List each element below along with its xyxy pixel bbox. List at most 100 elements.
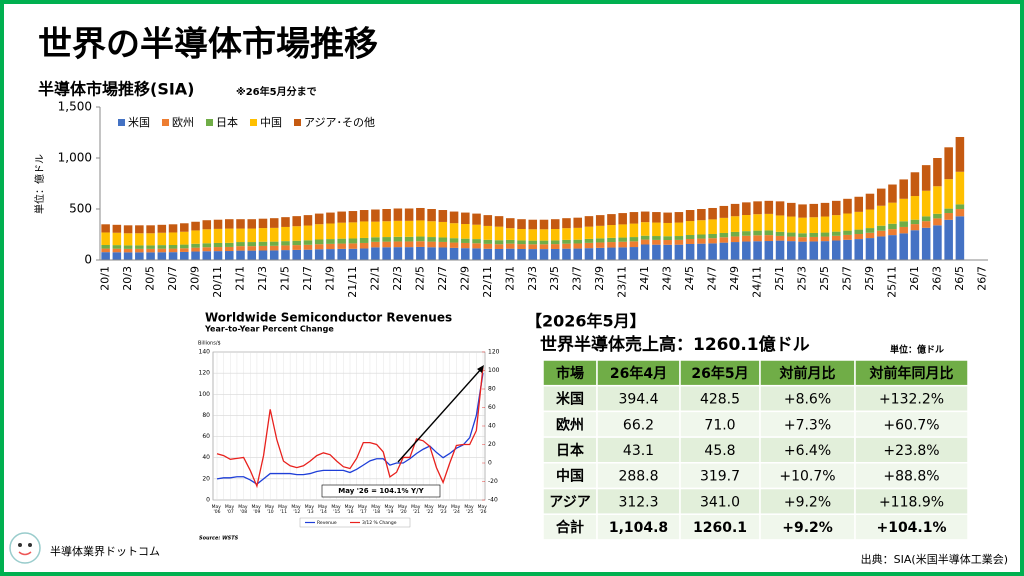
bar-segment bbox=[224, 251, 234, 260]
bar-segment bbox=[416, 241, 425, 247]
bar-segment bbox=[213, 219, 223, 229]
bar-segment bbox=[303, 240, 313, 245]
bar-segment bbox=[640, 211, 650, 223]
bar-segment bbox=[269, 227, 279, 242]
bar-segment bbox=[517, 248, 526, 260]
bar-segment bbox=[427, 237, 436, 242]
bar-segment bbox=[427, 247, 436, 260]
x-tick-label: May '11 bbox=[278, 504, 289, 515]
bar-segment bbox=[854, 211, 864, 230]
bar-segment bbox=[494, 244, 504, 249]
bar-segment bbox=[371, 241, 380, 248]
y-tick-label: 120 bbox=[199, 370, 211, 377]
bar-segment bbox=[640, 235, 650, 240]
bar-segment bbox=[494, 226, 504, 241]
bar-segment bbox=[337, 211, 346, 223]
bar-segment bbox=[528, 244, 538, 250]
bar-segment bbox=[506, 248, 515, 260]
bar-segment bbox=[944, 219, 953, 260]
bar-segment bbox=[831, 200, 841, 216]
bar-segment bbox=[697, 209, 706, 221]
x-tick-label: May '07 bbox=[225, 504, 236, 515]
bar-segment bbox=[708, 233, 717, 239]
x-tick-label: May '24 bbox=[451, 504, 462, 515]
bar-segment bbox=[876, 188, 886, 206]
table-text: 合計 bbox=[556, 519, 584, 536]
table-text: +7.3% bbox=[784, 417, 831, 433]
table-text: 312.3 bbox=[618, 494, 658, 510]
bar-segment bbox=[921, 221, 931, 228]
bar-segment bbox=[584, 226, 594, 239]
bar-segment bbox=[449, 247, 459, 260]
bar-segment bbox=[876, 230, 886, 237]
bar-segment bbox=[775, 201, 785, 216]
bar-segment bbox=[809, 217, 819, 233]
bar-segment bbox=[438, 210, 448, 222]
table-cell bbox=[679, 487, 761, 515]
y2-tick-label: 20 bbox=[488, 441, 496, 448]
inset-y-label: Billions/$ bbox=[198, 341, 221, 347]
bar-segment bbox=[483, 239, 493, 244]
y-tick-label: 20 bbox=[202, 475, 210, 482]
bar-segment bbox=[708, 207, 717, 220]
bar-segment bbox=[876, 205, 886, 226]
table-header: 市場 bbox=[556, 365, 584, 382]
bar-segment bbox=[213, 228, 223, 243]
table-text: 1260.1 bbox=[693, 520, 747, 536]
bar-segment bbox=[876, 236, 886, 260]
bar-segment bbox=[685, 238, 695, 244]
x-tick-label: 26/3 bbox=[930, 266, 943, 291]
table-text: 394.4 bbox=[618, 392, 658, 408]
bar-segment bbox=[652, 236, 661, 240]
bar-segment bbox=[820, 236, 830, 242]
bar-segment bbox=[359, 248, 369, 260]
table-text: 341.0 bbox=[700, 494, 740, 510]
arrow-head bbox=[477, 365, 484, 373]
bar-segment bbox=[921, 190, 931, 217]
bar-segment bbox=[865, 193, 875, 210]
y-tick-label: 60 bbox=[202, 433, 210, 440]
bar-segment bbox=[550, 244, 560, 249]
x-tick-label: May '21 bbox=[411, 504, 422, 515]
x-tick-label: 23/9 bbox=[593, 266, 606, 291]
x-tick-label: May '06 bbox=[212, 504, 223, 515]
table-text: 1,104.8 bbox=[609, 520, 668, 536]
x-tick-label: May '08 bbox=[238, 504, 249, 515]
bar-segment bbox=[921, 227, 931, 260]
inset-source: Source: WSTS bbox=[199, 536, 239, 542]
bar-segment bbox=[618, 241, 627, 248]
bar-segment bbox=[213, 247, 223, 252]
series-line bbox=[216, 366, 484, 489]
x-tick-label: May '23 bbox=[438, 504, 449, 515]
bar-segment bbox=[753, 241, 762, 260]
bar-segment bbox=[348, 248, 358, 260]
bar-segment bbox=[640, 244, 650, 260]
x-tick-label: 24/1 bbox=[638, 266, 651, 291]
bar-segment bbox=[708, 238, 717, 244]
y-tick-label: 80 bbox=[202, 412, 210, 419]
bar-segment bbox=[955, 171, 965, 205]
bar-segment bbox=[629, 212, 639, 224]
bar-segment bbox=[528, 249, 538, 260]
bar-segment bbox=[247, 242, 257, 247]
table-header: 26年5月 bbox=[691, 365, 748, 382]
bar-segment bbox=[697, 220, 706, 235]
bar-segment bbox=[303, 215, 313, 226]
bar-segment bbox=[730, 236, 740, 243]
bar-segment bbox=[157, 252, 167, 260]
bar-segment bbox=[809, 241, 819, 260]
bar-segment bbox=[663, 222, 672, 237]
legend-label: 中国 bbox=[260, 116, 282, 129]
bar-segment bbox=[629, 223, 639, 238]
x-tick-label: 20/9 bbox=[189, 266, 202, 291]
bar-segment bbox=[258, 241, 268, 246]
bar-segment bbox=[562, 228, 571, 240]
bar-segment bbox=[798, 241, 807, 260]
bar-segment bbox=[146, 248, 155, 253]
bar-segment bbox=[416, 236, 425, 242]
table-text: +132.2% bbox=[879, 392, 944, 408]
table-text: 288.8 bbox=[618, 469, 658, 485]
x-tick-label: 22/9 bbox=[458, 266, 471, 291]
bar-segment bbox=[539, 249, 549, 260]
bar-segment bbox=[910, 230, 920, 260]
